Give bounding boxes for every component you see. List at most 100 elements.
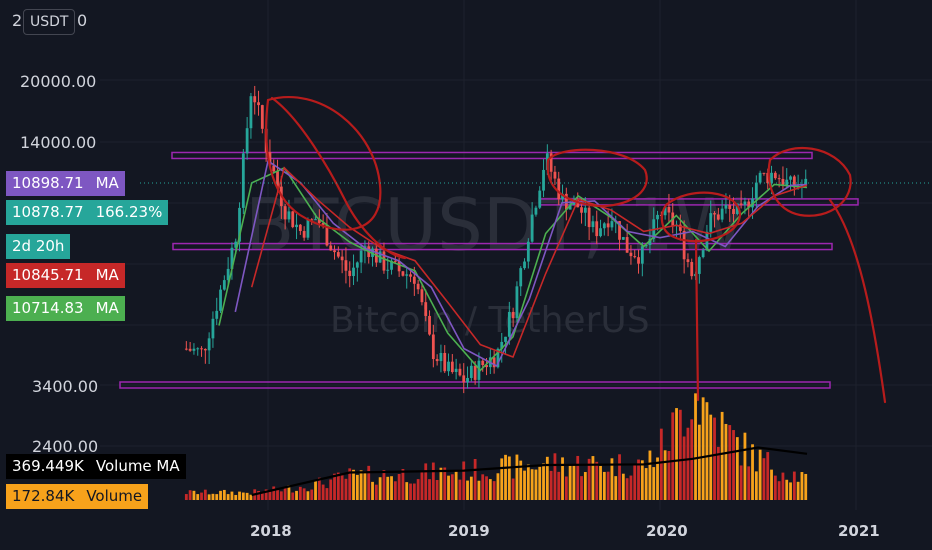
candle-body xyxy=(200,348,203,350)
volume-bar xyxy=(245,492,249,500)
candle-body xyxy=(462,375,466,383)
volume-bar xyxy=(587,458,591,500)
volume-bar xyxy=(656,457,659,500)
volume-bar xyxy=(222,489,226,500)
volume-bar xyxy=(283,487,287,500)
volume-bar xyxy=(735,437,739,500)
price-tick: 2400.00 xyxy=(32,437,98,456)
candle-body xyxy=(747,201,751,208)
candle-body xyxy=(333,250,336,253)
volume-bar xyxy=(238,491,241,500)
countdown-value: 2d 20h xyxy=(6,234,71,259)
volume-bar xyxy=(264,489,268,500)
volume-bar xyxy=(374,484,378,500)
volume-bar xyxy=(637,459,640,500)
volume-ma-value: 369.449K xyxy=(6,454,90,479)
volume-bar xyxy=(276,490,279,500)
candle-body xyxy=(283,206,287,220)
candle-body xyxy=(515,286,519,319)
volume-bar xyxy=(226,494,230,500)
year-tick: 2021 xyxy=(838,522,880,540)
candle-body xyxy=(773,172,777,179)
drawing-stroke xyxy=(270,96,407,260)
volume-bar xyxy=(732,430,735,500)
volume-bar xyxy=(618,454,621,500)
volume-bar xyxy=(454,471,458,500)
volume-bar xyxy=(640,460,644,500)
candle-body xyxy=(260,105,264,129)
volume-bar xyxy=(443,467,447,500)
volume-bar xyxy=(701,397,705,500)
volume-bar xyxy=(378,477,382,500)
candle-body xyxy=(504,336,507,342)
watermark-name: Bitcoin / TetherUS xyxy=(330,300,650,341)
candle-body xyxy=(602,223,606,229)
volume-bar xyxy=(549,470,553,500)
volume-bar xyxy=(777,481,781,500)
ma-green-value: 10714.83 xyxy=(6,296,90,321)
volume-bar xyxy=(359,470,363,500)
drawing-circle xyxy=(265,96,382,231)
candle-body xyxy=(382,251,386,271)
candle-body xyxy=(580,207,583,213)
candle-body xyxy=(568,204,572,210)
candle-body xyxy=(576,199,580,208)
volume-bar xyxy=(203,489,207,500)
candle-body xyxy=(770,172,773,184)
volume-bar xyxy=(355,474,359,500)
candle-body xyxy=(253,96,257,103)
volume-bar xyxy=(371,481,374,500)
volume-bar xyxy=(412,483,416,500)
candle-body xyxy=(401,271,405,276)
candle-body xyxy=(781,178,785,186)
ma-line xyxy=(250,166,808,359)
candle-body xyxy=(743,201,747,205)
volume-bar xyxy=(671,412,675,500)
candle-body xyxy=(439,352,443,362)
volume-bar xyxy=(758,449,762,500)
candle-body xyxy=(640,246,644,264)
candle-body xyxy=(621,237,625,240)
volume-bar xyxy=(610,458,614,500)
level-line xyxy=(172,242,833,251)
candle-body xyxy=(485,365,488,368)
volume-bar xyxy=(458,479,462,500)
volume-bar xyxy=(257,490,260,500)
volume-bar xyxy=(534,469,538,500)
quote-currency-button[interactable]: USDT xyxy=(23,9,76,35)
volume-bar xyxy=(614,476,618,500)
volume-bar xyxy=(511,478,515,500)
volume-bar xyxy=(302,488,306,500)
volume-bar xyxy=(272,486,276,500)
volume-bar xyxy=(219,490,222,500)
candle-body xyxy=(735,203,739,214)
volume-bar xyxy=(431,462,435,500)
candle-body xyxy=(690,262,694,277)
volume-bar xyxy=(785,479,789,500)
candle-body xyxy=(184,348,188,350)
volume-bar xyxy=(367,465,371,500)
volume-bar xyxy=(298,486,302,500)
candle-body xyxy=(272,165,276,172)
candle-body xyxy=(549,153,553,172)
candle-body xyxy=(230,247,234,269)
ma-red-label: MA xyxy=(89,263,125,288)
volume-bar xyxy=(800,472,804,500)
candle-body xyxy=(648,238,652,246)
candle-body xyxy=(599,228,602,237)
candle-body xyxy=(424,302,428,316)
volume-bar xyxy=(595,461,599,500)
volume-bar xyxy=(728,425,732,500)
candle-body xyxy=(234,241,238,248)
volume-bar xyxy=(504,454,507,500)
candle-body xyxy=(644,245,648,247)
volume-bar xyxy=(667,450,671,500)
ma-red-tag: 10845.71 MA xyxy=(6,263,125,288)
volume-bar xyxy=(697,424,701,500)
candle-body xyxy=(697,257,701,274)
candle-body xyxy=(458,368,462,376)
ma-line xyxy=(218,166,808,372)
candle-body xyxy=(291,211,295,228)
volume-bar xyxy=(553,453,557,500)
